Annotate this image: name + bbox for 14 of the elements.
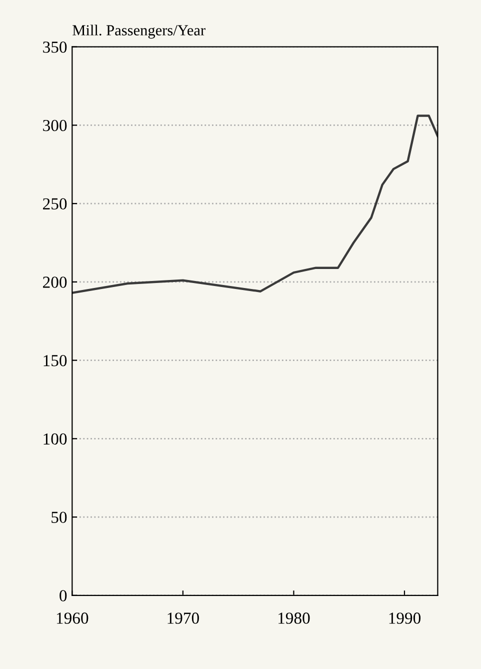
- y-tick-label: 250: [43, 198, 67, 210]
- line-series: [72, 114, 438, 294]
- y-tick-label: 200: [43, 276, 67, 288]
- y-axis-title: Mill. Passengers/Year: [72, 24, 206, 39]
- x-tick-label: 1990: [389, 612, 421, 624]
- x-tick-label: 1980: [278, 612, 310, 624]
- y-tick-label: 350: [43, 42, 67, 53]
- y-tick-label: 150: [44, 355, 67, 366]
- y-tick-label: 50: [52, 512, 67, 523]
- x-tick-label: 1960: [56, 612, 88, 624]
- y-tick-label: 100: [44, 433, 67, 445]
- x-tick-label: 1970: [168, 612, 199, 624]
- y-tick-label: 0: [60, 590, 67, 602]
- y-tick-label: 300: [43, 120, 67, 132]
